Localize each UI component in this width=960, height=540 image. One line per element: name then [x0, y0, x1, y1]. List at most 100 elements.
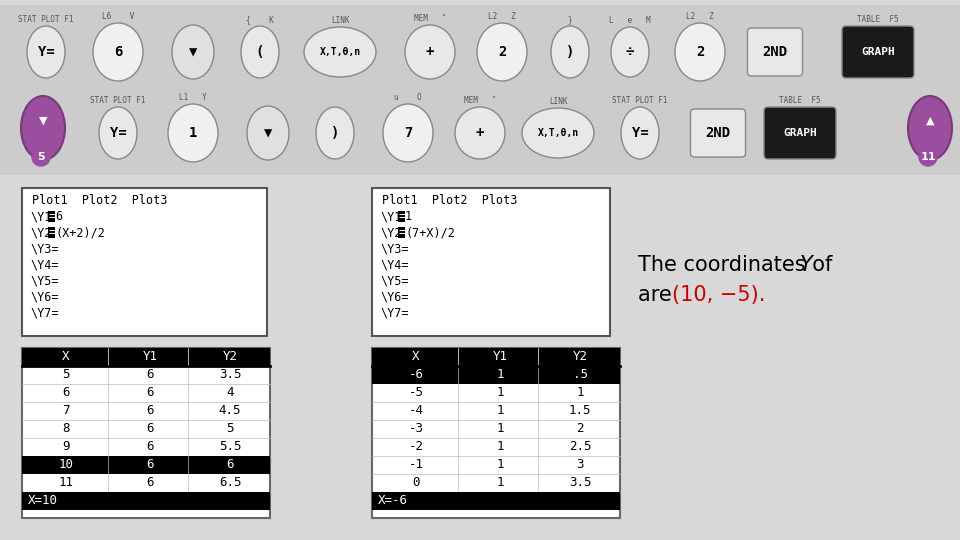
Text: 1: 1 — [496, 441, 504, 454]
Text: u    O: u O — [395, 93, 421, 102]
Text: STAT PLOT F1: STAT PLOT F1 — [90, 96, 146, 105]
Text: Y=: Y= — [632, 126, 648, 140]
Text: -5: -5 — [409, 387, 423, 400]
FancyBboxPatch shape — [0, 5, 960, 90]
Ellipse shape — [93, 23, 143, 81]
Text: L2   Z: L2 Z — [686, 12, 714, 21]
Ellipse shape — [168, 104, 218, 162]
Ellipse shape — [27, 26, 65, 78]
Text: 1: 1 — [496, 458, 504, 471]
Text: \Y3=: \Y3= — [30, 242, 59, 255]
Text: 11: 11 — [59, 476, 74, 489]
Text: Y=: Y= — [37, 45, 55, 59]
Ellipse shape — [304, 27, 376, 77]
Text: ▼: ▼ — [38, 116, 47, 126]
Ellipse shape — [99, 107, 137, 159]
Text: +: + — [426, 45, 434, 59]
Ellipse shape — [477, 23, 527, 81]
Text: \Y2: \Y2 — [380, 226, 401, 240]
Text: X: X — [412, 350, 420, 363]
Ellipse shape — [611, 27, 649, 77]
FancyBboxPatch shape — [372, 492, 620, 510]
Text: Y1: Y1 — [142, 350, 157, 363]
Text: 6: 6 — [146, 368, 154, 381]
Circle shape — [919, 148, 937, 166]
Text: \Y7=: \Y7= — [30, 307, 59, 320]
Text: TABLE  F5: TABLE F5 — [780, 96, 821, 105]
FancyBboxPatch shape — [748, 28, 803, 76]
Text: Plot1  Plot2  Plot3: Plot1 Plot2 Plot3 — [382, 194, 517, 207]
Circle shape — [32, 148, 50, 166]
Text: 1: 1 — [576, 387, 584, 400]
Text: L   e   M: L e M — [610, 16, 651, 25]
Text: +: + — [476, 126, 484, 140]
Text: 5.5: 5.5 — [219, 441, 241, 454]
Text: =: = — [398, 226, 406, 240]
Text: Y: Y — [800, 255, 812, 275]
Ellipse shape — [621, 107, 659, 159]
Text: 0: 0 — [412, 476, 420, 489]
FancyBboxPatch shape — [842, 26, 914, 78]
Text: 6: 6 — [62, 387, 70, 400]
Ellipse shape — [522, 108, 594, 158]
FancyBboxPatch shape — [372, 348, 620, 518]
Text: GRAPH: GRAPH — [861, 47, 895, 57]
FancyBboxPatch shape — [372, 348, 620, 366]
Text: 5: 5 — [62, 368, 70, 381]
Text: ▼: ▼ — [189, 45, 197, 59]
Text: 2.5: 2.5 — [568, 441, 591, 454]
Text: 1: 1 — [496, 368, 504, 381]
Text: ▲: ▲ — [925, 116, 934, 126]
Text: are: are — [638, 285, 679, 305]
Text: (10, −5).: (10, −5). — [672, 285, 765, 305]
Text: 6: 6 — [146, 476, 154, 489]
Text: 1: 1 — [189, 126, 197, 140]
Ellipse shape — [172, 25, 214, 79]
Text: =: = — [49, 211, 56, 224]
Text: 1: 1 — [496, 387, 504, 400]
Text: -4: -4 — [409, 404, 423, 417]
Text: 6: 6 — [227, 458, 233, 471]
Text: .5: .5 — [572, 368, 588, 381]
Text: 7: 7 — [404, 126, 412, 140]
Text: The coordinates of: The coordinates of — [638, 255, 839, 275]
FancyBboxPatch shape — [22, 348, 270, 366]
FancyBboxPatch shape — [48, 227, 55, 238]
Text: L6    V: L6 V — [102, 12, 134, 21]
Text: \Y4=: \Y4= — [380, 259, 409, 272]
Text: GRAPH: GRAPH — [783, 128, 817, 138]
FancyBboxPatch shape — [22, 456, 270, 474]
FancyBboxPatch shape — [372, 366, 620, 384]
Text: 1: 1 — [405, 211, 412, 224]
Ellipse shape — [908, 96, 952, 160]
Text: 10: 10 — [59, 458, 74, 471]
Text: (X+2)/2: (X+2)/2 — [55, 226, 105, 240]
Text: Plot1  Plot2  Plot3: Plot1 Plot2 Plot3 — [32, 194, 167, 207]
Text: 3: 3 — [576, 458, 584, 471]
Text: 4: 4 — [227, 387, 233, 400]
Text: 9: 9 — [62, 441, 70, 454]
Text: 2ND: 2ND — [762, 45, 787, 59]
Text: X: X — [62, 350, 70, 363]
Text: -2: -2 — [409, 441, 423, 454]
Text: =: = — [398, 211, 406, 224]
Text: 6: 6 — [146, 422, 154, 435]
Text: 8: 8 — [62, 422, 70, 435]
Ellipse shape — [316, 107, 354, 159]
Ellipse shape — [551, 26, 589, 78]
Text: -6: -6 — [409, 368, 423, 381]
Text: 2ND: 2ND — [706, 126, 731, 140]
Text: X=10: X=10 — [28, 495, 58, 508]
FancyBboxPatch shape — [398, 211, 405, 222]
Text: (: ( — [255, 45, 264, 59]
Text: {    K: { K — [246, 15, 274, 24]
Ellipse shape — [383, 104, 433, 162]
FancyBboxPatch shape — [764, 107, 836, 159]
Ellipse shape — [247, 106, 289, 160]
Text: 4.5: 4.5 — [219, 404, 241, 417]
Text: 3.5: 3.5 — [219, 368, 241, 381]
Ellipse shape — [675, 23, 725, 81]
Text: =: = — [49, 226, 56, 240]
Text: 2: 2 — [498, 45, 506, 59]
Text: \Y3=: \Y3= — [380, 242, 409, 255]
